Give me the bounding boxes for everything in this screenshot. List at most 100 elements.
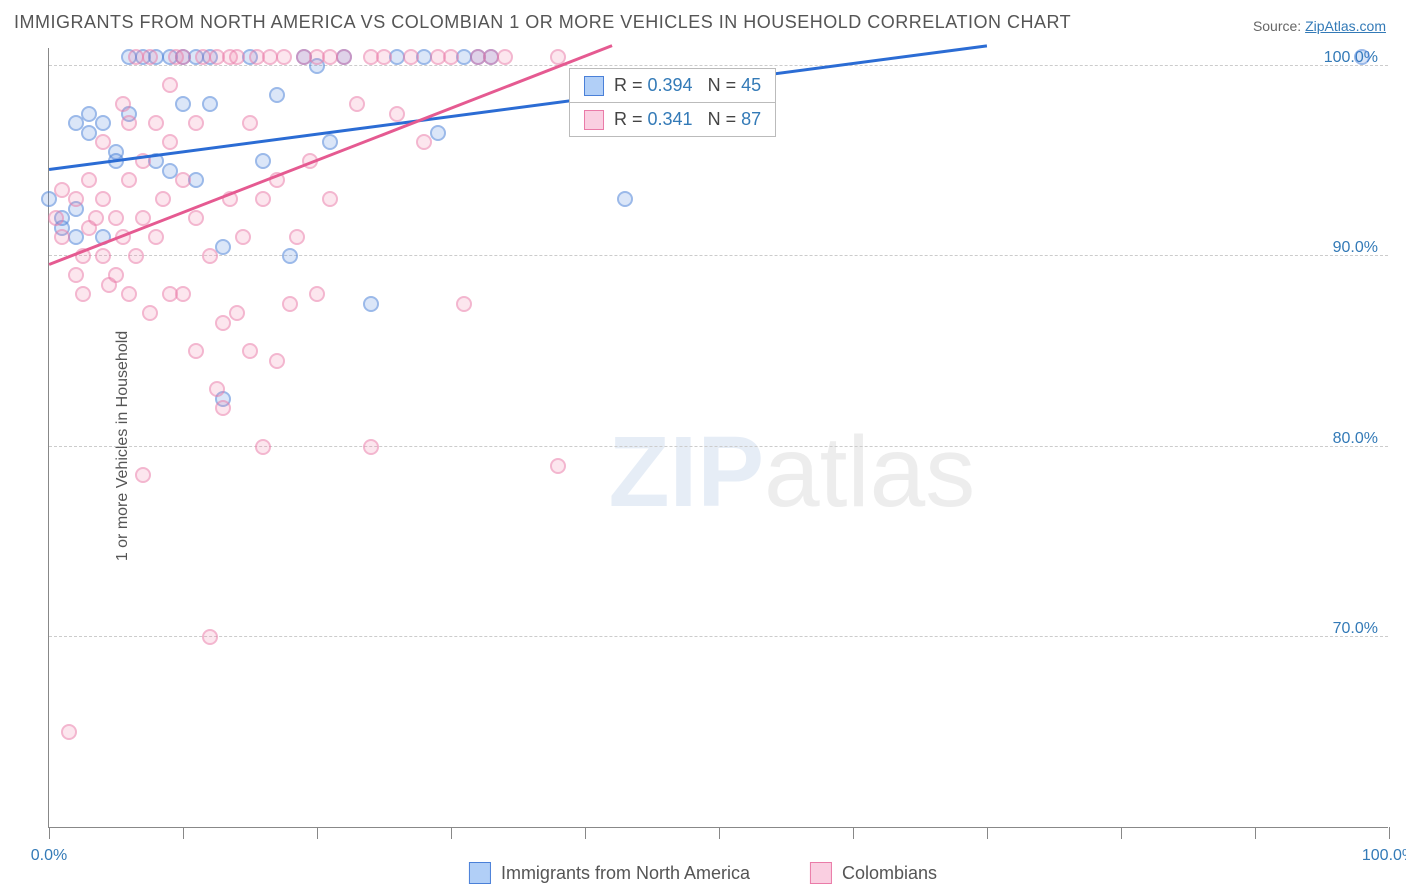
data-point: [95, 134, 111, 150]
xtick: [49, 827, 50, 839]
data-point: [202, 248, 218, 264]
gridline: [49, 255, 1388, 256]
data-point: [135, 467, 151, 483]
gridline: [49, 636, 1388, 637]
data-point: [75, 286, 91, 302]
data-point: [162, 134, 178, 150]
data-point: [255, 153, 271, 169]
data-point: [188, 343, 204, 359]
data-point: [108, 267, 124, 283]
stat-r-label: R = 0.341 N = 87: [614, 109, 761, 130]
ytick-label: 80.0%: [1333, 430, 1378, 448]
gridline: [49, 446, 1388, 447]
xtick: [585, 827, 586, 839]
data-point: [282, 296, 298, 312]
data-point: [430, 125, 446, 141]
legend-label: Immigrants from North America: [501, 863, 750, 884]
data-point: [389, 106, 405, 122]
legend-swatch-icon: [810, 862, 832, 884]
data-point: [363, 439, 379, 455]
data-point: [497, 49, 513, 65]
data-point: [175, 49, 191, 65]
data-point: [108, 144, 124, 160]
data-point: [61, 724, 77, 740]
data-point: [95, 115, 111, 131]
legend-swatch-icon: [469, 862, 491, 884]
data-point: [349, 96, 365, 112]
data-point: [269, 353, 285, 369]
xtick: [1121, 827, 1122, 839]
data-point: [162, 77, 178, 93]
source-attribution: Source: ZipAtlas.com: [1253, 18, 1386, 34]
data-point: [202, 629, 218, 645]
xtick: [987, 827, 988, 839]
data-point: [188, 115, 204, 131]
source-link[interactable]: ZipAtlas.com: [1305, 18, 1386, 34]
ytick-label: 90.0%: [1333, 239, 1378, 257]
xtick: [853, 827, 854, 839]
data-point: [363, 296, 379, 312]
gridline: [49, 65, 1388, 66]
legend-item-blue: Immigrants from North America: [469, 862, 750, 884]
data-point: [68, 267, 84, 283]
data-point: [242, 343, 258, 359]
chart-title: IMMIGRANTS FROM NORTH AMERICA VS COLOMBI…: [14, 12, 1071, 33]
xtick: [183, 827, 184, 839]
xtick: [1255, 827, 1256, 839]
data-point: [289, 229, 305, 245]
xtick: [317, 827, 318, 839]
data-point: [142, 305, 158, 321]
data-point: [242, 115, 258, 131]
data-point: [155, 191, 171, 207]
xtick-label: 0.0%: [31, 847, 67, 865]
data-point: [175, 286, 191, 302]
data-point: [54, 229, 70, 245]
data-point: [376, 49, 392, 65]
data-point: [282, 248, 298, 264]
data-point: [115, 96, 131, 112]
data-point: [215, 400, 231, 416]
data-point: [148, 229, 164, 245]
data-point: [148, 115, 164, 131]
stat-box: R = 0.341 N = 87: [569, 102, 776, 137]
data-point: [95, 248, 111, 264]
data-point: [88, 210, 104, 226]
source-prefix: Source:: [1253, 18, 1305, 34]
data-point: [322, 191, 338, 207]
data-point: [617, 191, 633, 207]
stat-box: R = 0.394 N = 45: [569, 68, 776, 103]
data-point: [48, 210, 64, 226]
data-point: [175, 96, 191, 112]
legend-item-pink: Colombians: [810, 862, 937, 884]
data-point: [255, 191, 271, 207]
data-point: [202, 96, 218, 112]
stat-swatch-icon: [584, 76, 604, 96]
data-point: [175, 172, 191, 188]
data-point: [188, 210, 204, 226]
data-point: [235, 229, 251, 245]
data-point: [108, 210, 124, 226]
data-point: [229, 49, 245, 65]
data-point: [269, 87, 285, 103]
data-point: [121, 172, 137, 188]
stat-r-label: R = 0.394 N = 45: [614, 75, 761, 96]
data-point: [121, 115, 137, 131]
data-point: [1354, 49, 1370, 65]
data-point: [81, 172, 97, 188]
data-point: [456, 296, 472, 312]
trend-line: [49, 45, 613, 266]
data-point: [403, 49, 419, 65]
data-point: [255, 439, 271, 455]
data-point: [209, 381, 225, 397]
watermark-atlas: atlas: [764, 416, 975, 528]
data-point: [142, 49, 158, 65]
legend: Immigrants from North America Colombians: [469, 862, 937, 884]
data-point: [229, 305, 245, 321]
data-point: [336, 49, 352, 65]
data-point: [276, 49, 292, 65]
data-point: [215, 239, 231, 255]
data-point: [68, 191, 84, 207]
data-point: [416, 134, 432, 150]
data-point: [121, 286, 137, 302]
data-point: [128, 248, 144, 264]
